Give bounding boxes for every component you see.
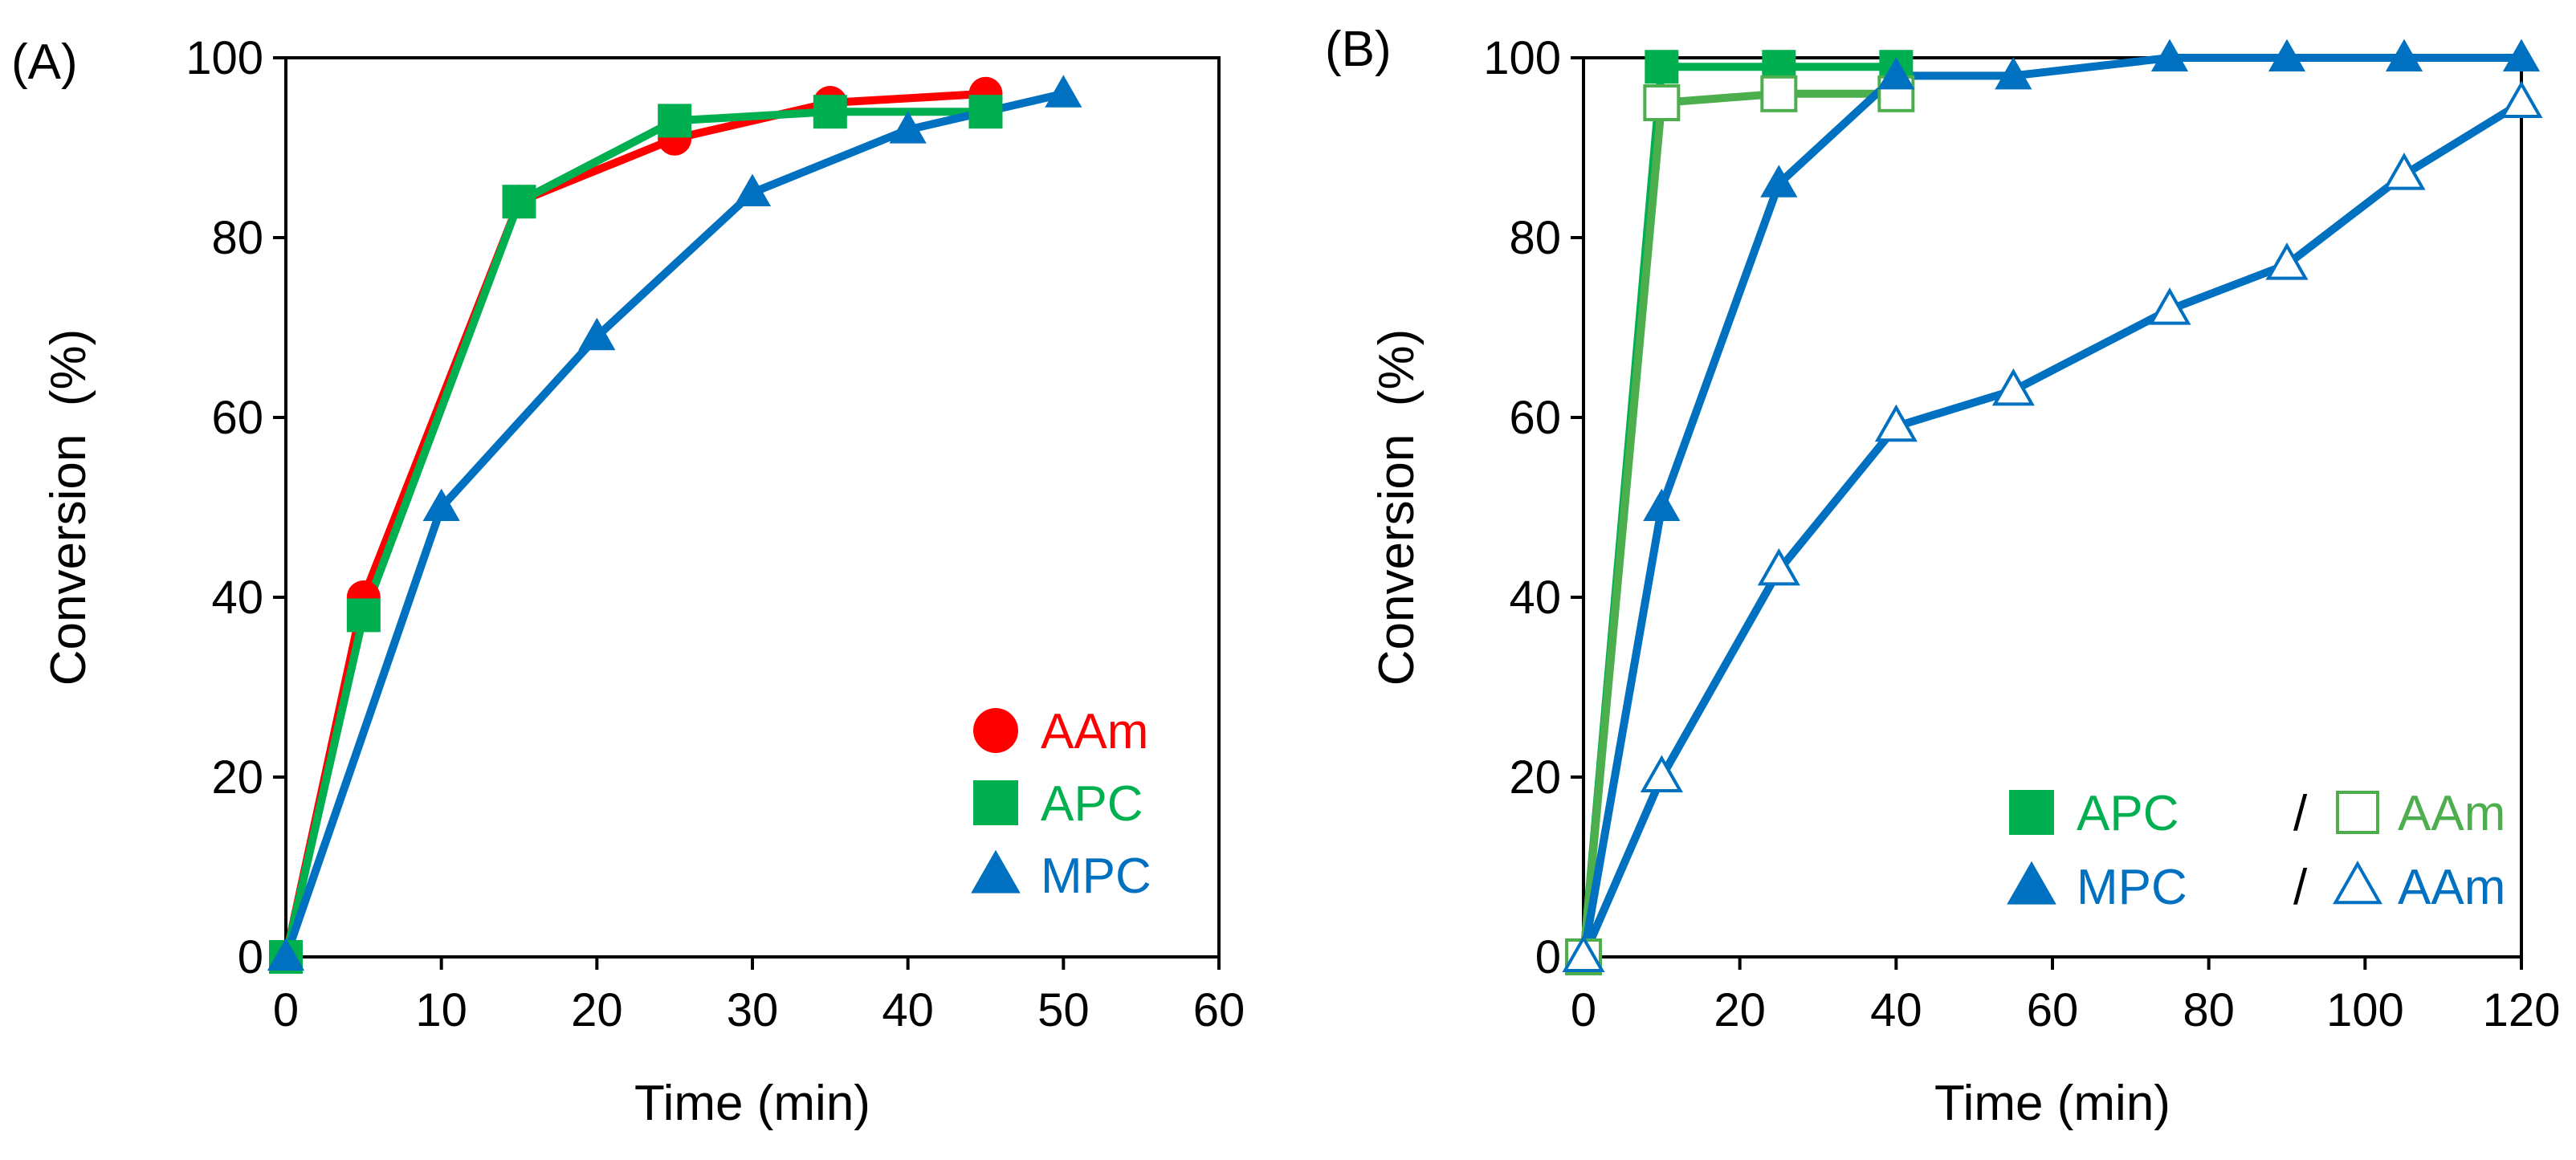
data-point-mpc bbox=[1877, 56, 1915, 90]
data-point-apc bbox=[658, 104, 692, 138]
legend-marker-open bbox=[2336, 791, 2379, 834]
data-point-mpc bbox=[889, 111, 927, 144]
y-tick-label: 20 bbox=[1509, 751, 1561, 804]
x-axis-label: Time (min) bbox=[634, 1076, 870, 1131]
legend-label-secondary: AAm bbox=[2398, 860, 2505, 915]
data-point-aam-with-mpc bbox=[1991, 368, 2035, 406]
data-point-apc bbox=[1645, 50, 1679, 84]
legend-marker bbox=[973, 708, 1018, 753]
chart-b: (B) 0 20 40 60 80 100 0 20 40 60 80 100 120 Time (min)… bbox=[1325, 22, 2560, 1131]
data-point-mpc bbox=[1643, 488, 1681, 522]
data-point-aam-with-mpc bbox=[1757, 547, 1800, 586]
legend-entry: MPC / AAm bbox=[2007, 860, 2505, 915]
y-tick-label: 20 bbox=[211, 751, 263, 804]
data-point-aam-with-mpc bbox=[2382, 153, 2426, 190]
data-point-mpc bbox=[2150, 39, 2189, 72]
x-tick-label: 0 bbox=[273, 984, 299, 1036]
y-tick-label: 60 bbox=[1509, 392, 1561, 444]
x-tick-label: 60 bbox=[1193, 984, 1245, 1036]
x-tick-label: 10 bbox=[415, 984, 467, 1036]
y-tick-label: 40 bbox=[1509, 572, 1561, 624]
y-tick-label: 100 bbox=[1483, 32, 1561, 84]
legend-marker bbox=[2009, 790, 2054, 835]
data-point-mpc bbox=[2502, 39, 2541, 72]
data-point-apc bbox=[346, 598, 381, 633]
legend-entry: AAm bbox=[973, 704, 1148, 759]
y-axis-label: Conversion (%) bbox=[1369, 329, 1425, 686]
x-tick-label: 20 bbox=[1714, 984, 1766, 1036]
x-tick-label: 20 bbox=[571, 984, 623, 1036]
legend-marker bbox=[973, 780, 1018, 825]
x-axis-label: Time (min) bbox=[1934, 1076, 2170, 1131]
data-point-mpc bbox=[1045, 75, 1082, 108]
data-point-mpc bbox=[2268, 39, 2306, 72]
data-point-apc bbox=[502, 185, 536, 219]
series-line-apc bbox=[282, 108, 990, 961]
x-tick-label: 120 bbox=[2483, 984, 2561, 1036]
series-line-aam-with-apc bbox=[1579, 89, 1901, 961]
y-tick-label: 0 bbox=[238, 931, 263, 983]
data-point-apc bbox=[968, 95, 1003, 129]
x-tick-label: 50 bbox=[1037, 984, 1090, 1036]
legend-label: MPC bbox=[2077, 860, 2187, 915]
legend-label: MPC bbox=[1041, 849, 1151, 904]
y-tick-label: 80 bbox=[211, 212, 263, 264]
data-point-aam-with-mpc bbox=[2148, 287, 2191, 325]
legend-entry: APC bbox=[973, 776, 1143, 832]
y-tick-label: 0 bbox=[1535, 931, 1561, 983]
data-point-aam-with-mpc bbox=[1874, 404, 1918, 442]
series-line-apc bbox=[1579, 63, 1901, 961]
legend-label: APC bbox=[2077, 786, 2179, 841]
y-tick-label: 80 bbox=[1509, 212, 1561, 264]
data-point-mpc bbox=[2385, 39, 2423, 72]
legend-label: APC bbox=[1041, 776, 1143, 832]
series-line-aam bbox=[282, 89, 990, 961]
data-point-aam-with-mpc bbox=[2265, 242, 2309, 280]
data-point-mpc bbox=[733, 173, 772, 207]
data-point-mpc bbox=[422, 488, 460, 522]
x-tick-label: 100 bbox=[2326, 984, 2404, 1036]
legend-separator: / bbox=[2293, 786, 2308, 841]
panel-label: (B) bbox=[1325, 22, 1392, 77]
legend-entry: APC / AAm bbox=[2009, 786, 2505, 841]
legend-label: AAm bbox=[1041, 704, 1148, 759]
data-point-mpc bbox=[1760, 165, 1798, 197]
legend-entry: MPC bbox=[971, 849, 1151, 904]
legend-marker-open bbox=[2333, 861, 2382, 905]
chart-a: (A) 0 20 40 60 80 100 0 10 20 30 40 50 60 Time (min) Co… bbox=[11, 32, 1245, 1131]
x-tick-label: 80 bbox=[2183, 984, 2235, 1036]
data-point-apc bbox=[813, 95, 847, 129]
data-point-mpc bbox=[1995, 56, 2032, 90]
x-tick-label: 60 bbox=[2027, 984, 2079, 1036]
panel-label: (A) bbox=[11, 35, 78, 90]
data-point-aam-with-mpc bbox=[1640, 755, 1683, 793]
x-tick-label: 40 bbox=[1870, 984, 1922, 1036]
x-tick-label: 30 bbox=[727, 984, 779, 1036]
y-axis-label: Conversion (%) bbox=[41, 329, 96, 686]
data-point-mpc bbox=[267, 938, 305, 971]
y-tick-label: 60 bbox=[211, 392, 263, 444]
y-tick-label: 40 bbox=[211, 572, 263, 624]
data-point-aam-with-apc bbox=[1760, 75, 1798, 112]
data-point-aam-with-mpc bbox=[2500, 80, 2543, 119]
legend-marker bbox=[2007, 861, 2056, 905]
y-tick-label: 100 bbox=[185, 32, 263, 84]
legend-separator: / bbox=[2293, 860, 2308, 915]
legend-marker bbox=[971, 849, 1021, 893]
legend-label-secondary: AAm bbox=[2398, 786, 2505, 841]
x-tick-label: 40 bbox=[882, 984, 934, 1036]
data-point-mpc bbox=[578, 317, 616, 351]
data-point-aam-with-apc bbox=[1643, 84, 1681, 121]
x-tick-label: 0 bbox=[1571, 984, 1596, 1036]
series-line-mpc bbox=[282, 89, 1068, 961]
data-point-aam-with-mpc bbox=[1562, 934, 1605, 973]
